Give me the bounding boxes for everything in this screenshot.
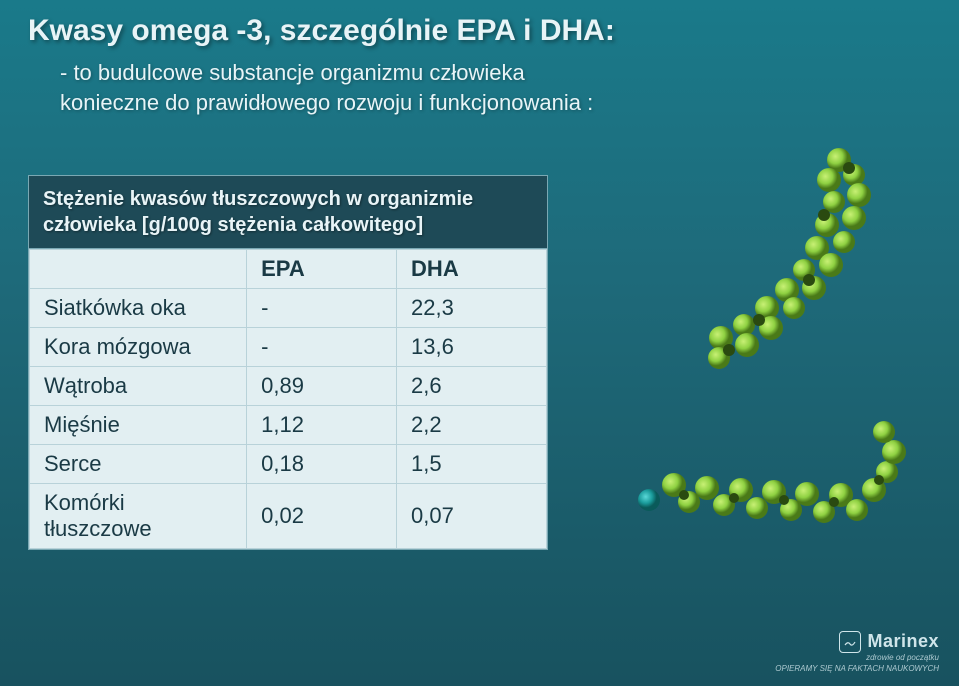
table-header: Stężenie kwasów tłuszczowych w organizmi… bbox=[29, 176, 547, 249]
table-row: Komórki tłuszczowe 0,02 0,07 bbox=[30, 484, 547, 549]
molecule-coiled-icon bbox=[659, 130, 899, 370]
row-epa: 0,18 bbox=[247, 445, 397, 484]
row-epa: 0,02 bbox=[247, 484, 397, 549]
brand-icon bbox=[839, 631, 861, 653]
col-epa: EPA bbox=[247, 250, 397, 289]
row-epa: 1,12 bbox=[247, 406, 397, 445]
table-head-row: EPA DHA bbox=[30, 250, 547, 289]
col-blank bbox=[30, 250, 247, 289]
row-dha: 1,5 bbox=[397, 445, 547, 484]
concentration-table: Stężenie kwasów tłuszczowych w organizmi… bbox=[28, 175, 548, 550]
slide-title: Kwasy omega -3, szczególnie EPA i DHA: bbox=[28, 14, 615, 48]
row-label: Serce bbox=[30, 445, 247, 484]
row-dha: 13,6 bbox=[397, 328, 547, 367]
col-dha: DHA bbox=[397, 250, 547, 289]
row-dha: 2,2 bbox=[397, 406, 547, 445]
table-row: Siatkówka oka - 22,3 bbox=[30, 289, 547, 328]
brand-logo: Marinex zdrowie od początku OPIERAMY SIĘ… bbox=[775, 630, 939, 674]
table-row: Mięśnie 1,12 2,2 bbox=[30, 406, 547, 445]
row-dha: 2,6 bbox=[397, 367, 547, 406]
slide-subtitle: - to budulcowe substancje organizmu czło… bbox=[60, 58, 593, 117]
row-epa: - bbox=[247, 328, 397, 367]
subtitle-line-2: konieczne do prawidłowego rozwoju i funk… bbox=[60, 88, 593, 118]
table-row: Kora mózgowa - 13,6 bbox=[30, 328, 547, 367]
row-dha: 0,07 bbox=[397, 484, 547, 549]
row-label: Komórki tłuszczowe bbox=[30, 484, 247, 549]
brand-tagline: zdrowie od początku bbox=[775, 653, 939, 663]
subtitle-line-1: - to budulcowe substancje organizmu czło… bbox=[60, 58, 593, 88]
row-epa: 0,89 bbox=[247, 367, 397, 406]
table-row: Wątroba 0,89 2,6 bbox=[30, 367, 547, 406]
data-table: EPA DHA Siatkówka oka - 22,3 Kora mózgow… bbox=[29, 249, 547, 549]
brand-footer: OPIERAMY SIĘ NA FAKTACH NAUKOWYCH bbox=[775, 664, 939, 674]
row-epa: - bbox=[247, 289, 397, 328]
table-row: Serce 0,18 1,5 bbox=[30, 445, 547, 484]
row-label: Mięśnie bbox=[30, 406, 247, 445]
row-label: Siatkówka oka bbox=[30, 289, 247, 328]
molecule-chain-icon bbox=[629, 400, 909, 540]
row-dha: 22,3 bbox=[397, 289, 547, 328]
brand-name: Marinex bbox=[867, 630, 939, 653]
row-label: Wątroba bbox=[30, 367, 247, 406]
row-label: Kora mózgowa bbox=[30, 328, 247, 367]
